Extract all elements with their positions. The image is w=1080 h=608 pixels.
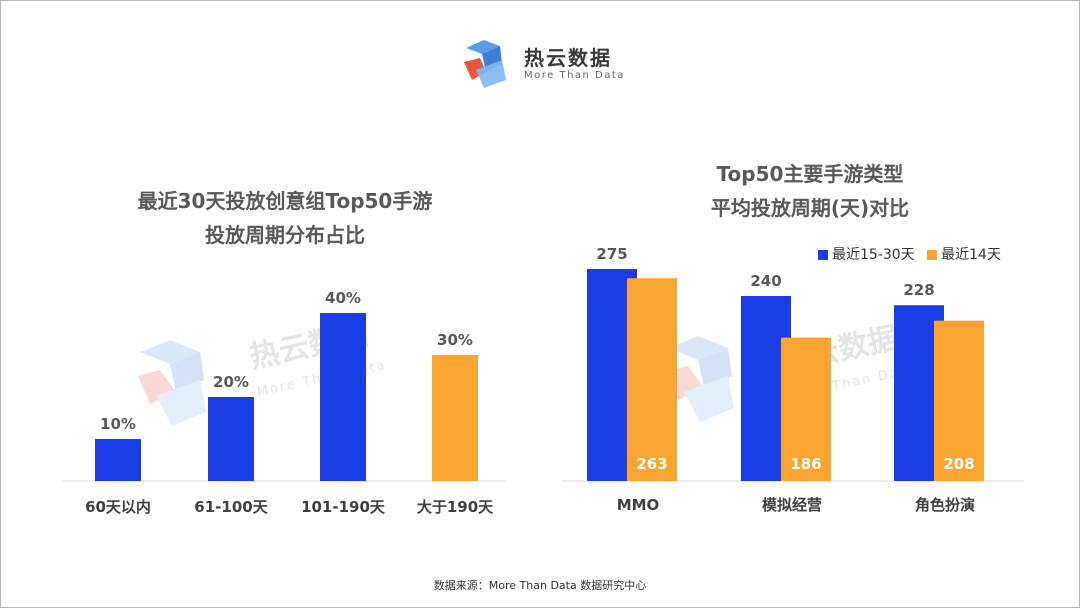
right-bar-orange-label-1: 263 xyxy=(636,455,667,473)
right-chart-title-line1: Top50主要手游类型 xyxy=(716,162,904,186)
left-chart: 10% 60天以内 20% 61-100天 40% 101-190天 30% 大于190天 xyxy=(62,289,506,516)
legend-item-recent-14: 最近14天 xyxy=(927,244,1001,264)
right-chart-legend: 最近15-30天 最近14天 xyxy=(818,244,1009,264)
legend-swatch-orange xyxy=(927,250,938,260)
right-chart: 275 263 MMO 240 186 模拟经营 228 208 角色扮演 xyxy=(562,245,1024,514)
left-bar-label-3: 40% xyxy=(325,289,361,307)
left-bar-4 xyxy=(432,355,478,481)
left-category-label-2: 61-100天 xyxy=(194,498,268,516)
right-bar-blue-label-1: 275 xyxy=(596,245,627,263)
legend-item-recent-15-30: 最近15-30天 xyxy=(818,244,915,264)
right-category-label-1: MMO xyxy=(617,496,660,514)
right-bar-orange-1 xyxy=(627,278,677,481)
right-chart-title-line2: 平均投放周期(天)对比 xyxy=(710,196,910,220)
footer-source: 数据来源：More Than Data 数据研究中心 xyxy=(433,579,647,592)
brand-logo: 热云数据 More Than Data xyxy=(462,36,632,92)
left-bar-1 xyxy=(95,439,141,481)
logo-cube-icon xyxy=(464,40,506,88)
legend-swatch-blue xyxy=(818,250,828,260)
left-chart-title-line1: 最近30天投放创意组Top50手游 xyxy=(137,189,433,213)
left-chart-title-line2: 投放周期分布占比 xyxy=(205,223,365,247)
brand-name: 热云数据 xyxy=(524,46,612,70)
left-category-label-1: 60天以内 xyxy=(85,498,151,516)
right-chart-title: Top50主要手游类型 平均投放周期(天)对比 xyxy=(600,157,1020,225)
left-bar-label-4: 30% xyxy=(437,331,473,349)
left-category-label-3: 101-190天 xyxy=(301,498,386,516)
right-category-label-3: 角色扮演 xyxy=(915,496,975,514)
brand-tagline: More Than Data xyxy=(524,70,625,81)
left-bar-label-2: 20% xyxy=(213,373,249,391)
right-bar-blue-label-3: 228 xyxy=(903,281,934,299)
left-bar-2 xyxy=(208,397,254,481)
legend-label-recent-14: 最近14天 xyxy=(941,247,1001,263)
left-bar-3 xyxy=(320,313,366,481)
left-chart-title: 最近30天投放创意组Top50手游 投放周期分布占比 xyxy=(80,184,490,252)
legend-label-recent-15-30: 最近15-30天 xyxy=(832,247,915,263)
right-bar-orange-3 xyxy=(934,320,984,481)
right-bar-orange-2 xyxy=(781,337,831,481)
right-bar-orange-label-2: 186 xyxy=(790,455,821,473)
right-bar-blue-label-2: 240 xyxy=(750,272,781,290)
left-bar-label-1: 10% xyxy=(100,415,136,433)
right-bar-orange-label-3: 208 xyxy=(943,455,974,473)
left-category-label-4: 大于190天 xyxy=(417,498,494,516)
right-category-label-2: 模拟经营 xyxy=(762,496,822,514)
